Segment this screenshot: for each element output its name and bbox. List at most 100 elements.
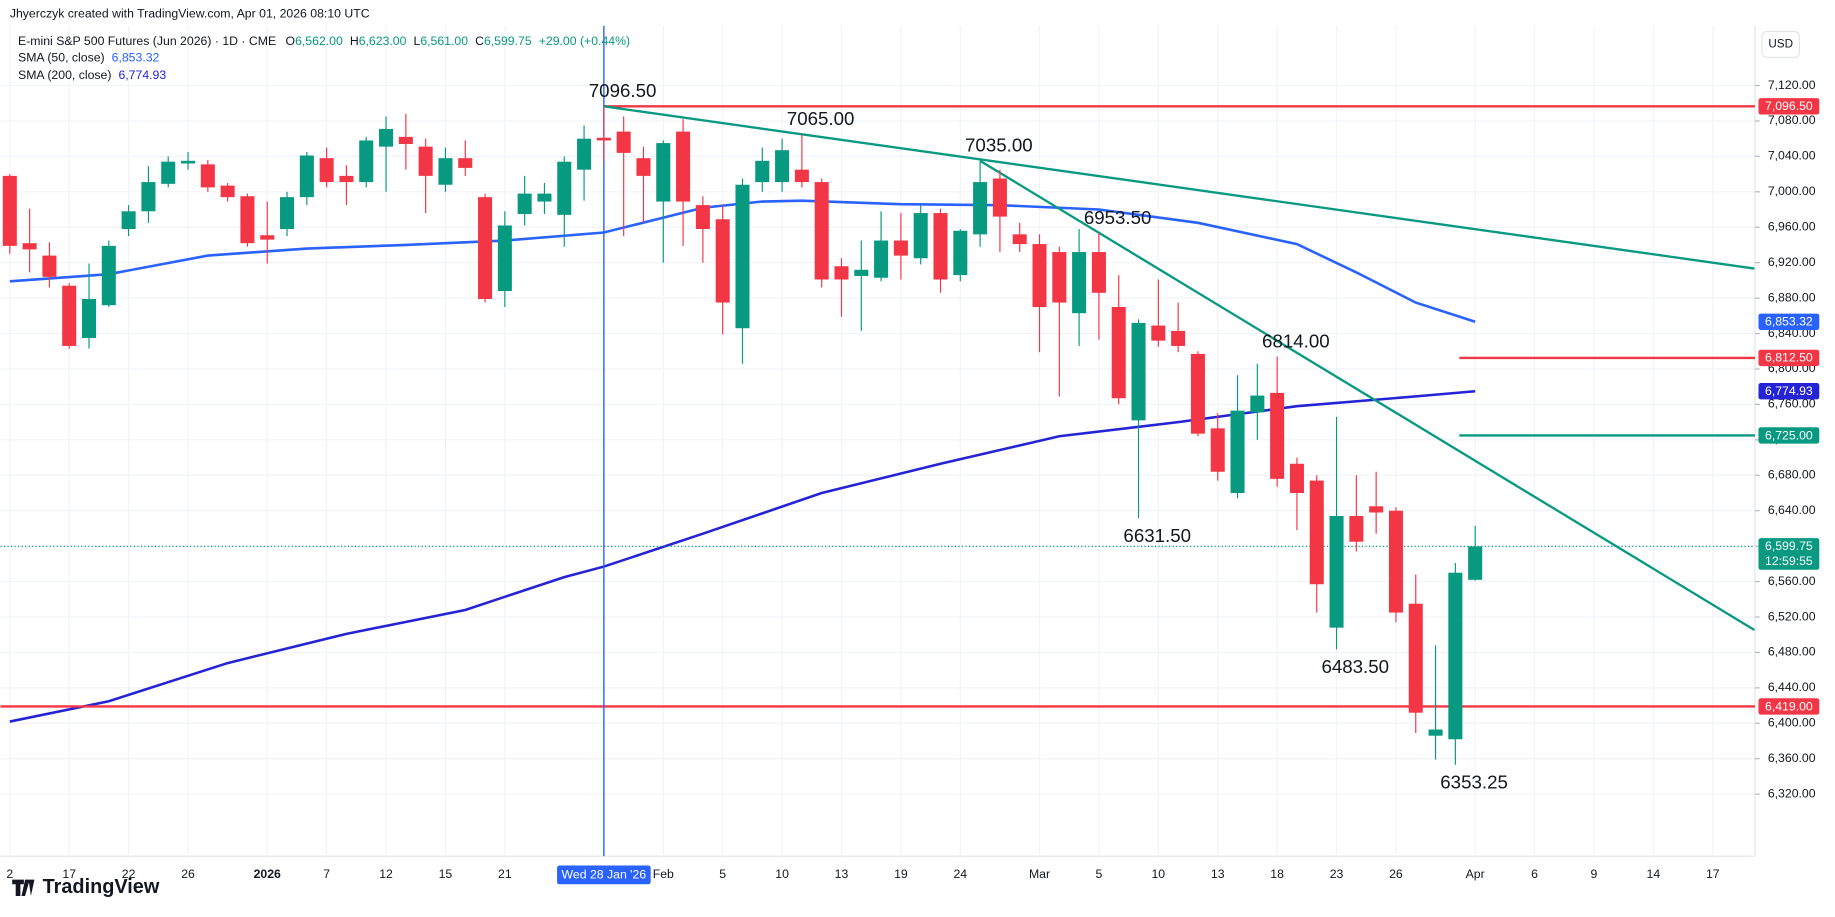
ohlc-value: 6,562.00 — [295, 34, 343, 48]
y-tick-label: 6,640.00 — [1768, 503, 1816, 517]
ohlc-key: H — [350, 34, 359, 48]
candle-body — [1309, 480, 1324, 585]
ohlc-value: 6,623.00 — [359, 34, 407, 48]
x-tick-label: Feb — [653, 867, 674, 881]
ohlc-key: C — [475, 34, 484, 48]
candle-body — [22, 243, 37, 250]
candle-body — [299, 155, 314, 198]
x-tick-label: 14 — [1647, 867, 1661, 881]
y-tick-label: 6,960.00 — [1768, 220, 1816, 234]
candle-body — [280, 197, 295, 230]
candle-body — [1210, 428, 1225, 472]
price-tag — [1758, 313, 1820, 330]
candle-body — [596, 137, 611, 141]
x-tick-label: 13 — [1211, 867, 1225, 881]
candle-body — [319, 158, 334, 183]
legend-value: 6,853.32 — [112, 51, 160, 65]
sma-line — [9, 199, 1476, 323]
x-tick-label: 13 — [835, 867, 849, 881]
candle-body — [1171, 330, 1186, 346]
candle-body — [1052, 252, 1067, 303]
trendline — [979, 159, 1755, 631]
legend-name: SMA (200, close) — [18, 68, 111, 82]
ohlc-value: 6,561.00 — [420, 34, 468, 48]
candle-body — [656, 143, 671, 202]
y-tick-label: 7,040.00 — [1768, 149, 1816, 163]
candle-body — [1032, 244, 1047, 307]
trendline — [603, 105, 1755, 270]
candle-body — [121, 211, 136, 230]
y-tick-label: 7,080.00 — [1768, 113, 1816, 127]
candle-body — [537, 193, 552, 202]
candle-body — [1250, 395, 1265, 413]
y-tick-label: 7,120.00 — [1768, 78, 1816, 92]
legend-title: E-mini S&P 500 Futures (Jun 2026) · 1D ·… — [18, 34, 276, 48]
candle-body — [794, 169, 809, 183]
x-tick-label: 17 — [62, 867, 76, 881]
candle-body — [616, 131, 631, 153]
candle-body — [1190, 353, 1205, 434]
annotation: 6814.00 — [1262, 330, 1330, 351]
y-tick-label: 7,000.00 — [1768, 184, 1816, 198]
candle-body — [240, 196, 255, 244]
price-tag — [1758, 427, 1820, 444]
price-tag — [1758, 538, 1820, 570]
candle-body — [1428, 729, 1443, 736]
legend-value: 6,774.93 — [118, 68, 166, 82]
candle-body — [834, 266, 849, 280]
price-tag — [1758, 698, 1820, 715]
price-tag-label: 6,812.50 — [1765, 351, 1813, 365]
candle-body — [1468, 546, 1483, 580]
candle-body — [181, 160, 196, 164]
annotation: 6631.50 — [1123, 525, 1191, 546]
x-tick-label: 17 — [1706, 867, 1720, 881]
ohlc-value: 6,599.75 — [484, 34, 532, 48]
candle-body — [1329, 516, 1344, 628]
candle-body — [676, 131, 691, 202]
candle-body — [1072, 252, 1087, 314]
ohlc-value: +29.00 (+0.44%) — [539, 34, 630, 48]
ohlc-key: L — [413, 34, 420, 48]
candle-body — [379, 128, 394, 147]
currency-button[interactable] — [1761, 30, 1800, 58]
candle-body — [1131, 322, 1146, 421]
candle-body — [557, 161, 572, 215]
candle-body — [636, 158, 651, 176]
candle-body — [755, 160, 770, 183]
x-tick-label: 21 — [498, 867, 512, 881]
candle-body — [1230, 410, 1245, 493]
candle-body — [1408, 603, 1423, 713]
x-tick-label: 10 — [1151, 867, 1165, 881]
candle-body — [577, 138, 592, 170]
crosshair-label: Wed 28 Jan '26 — [562, 868, 647, 882]
price-tag-label: 6,419.00 — [1765, 699, 1813, 713]
candle-body — [1151, 325, 1166, 341]
x-tick-label: 19 — [894, 867, 908, 881]
legend-row: SMA (200, close) 6,774.93 — [18, 68, 166, 82]
candle-body — [1369, 506, 1384, 513]
candle-body — [101, 245, 116, 306]
candle-body — [913, 213, 928, 259]
annotation: 6353.25 — [1440, 771, 1508, 792]
brand: TradingView — [43, 876, 160, 898]
candle-body — [418, 146, 433, 176]
annotation: 6483.50 — [1321, 656, 1389, 677]
price-tag-label: 6,774.93 — [1765, 384, 1813, 398]
currency[interactable]: USD — [1768, 38, 1793, 51]
candle-body — [497, 225, 512, 292]
logo-mark — [12, 879, 35, 896]
candle-body — [735, 184, 750, 329]
candle-body — [893, 240, 908, 256]
x-tick-label: 24 — [953, 867, 967, 881]
annotation: 6953.50 — [1084, 207, 1152, 228]
candle-body — [775, 150, 790, 183]
x-tick-label: 2026 — [254, 867, 281, 881]
candle-body — [973, 182, 988, 235]
candle-body — [517, 193, 532, 214]
candle-body — [141, 182, 156, 212]
candle-body — [1012, 234, 1027, 245]
candle-body — [2, 175, 17, 246]
candle-body — [992, 178, 1007, 217]
y-tick-label: 6,320.00 — [1768, 786, 1816, 800]
